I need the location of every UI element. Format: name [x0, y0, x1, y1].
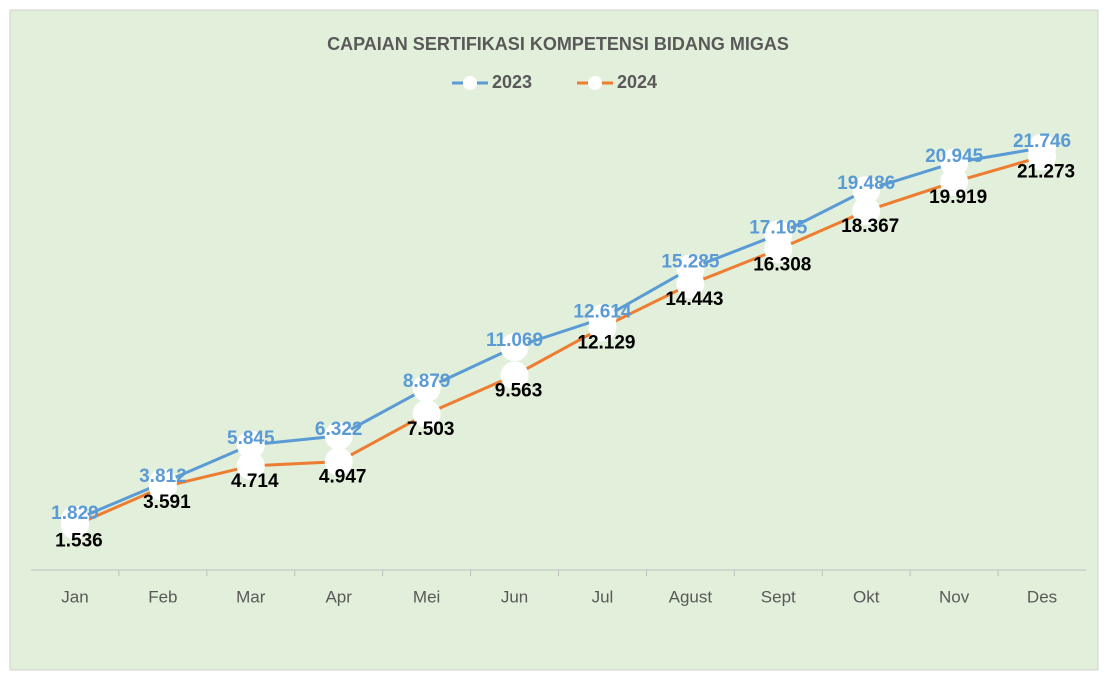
- chart-area: [9, 9, 1099, 671]
- chart-title: CAPAIAN SERTIFIKASI KOMPETENSI BIDANG MI…: [327, 34, 789, 54]
- data-label: 21.273: [1017, 162, 1075, 183]
- marker: [852, 176, 881, 205]
- x-tick-label: Jun: [501, 587, 528, 606]
- data-label: 12.129: [577, 332, 635, 353]
- marker: [500, 333, 529, 362]
- x-tick-label: Mei: [413, 587, 440, 606]
- marker: [764, 235, 793, 264]
- data-label: 7.503: [407, 419, 455, 440]
- marker: [324, 447, 353, 476]
- marker: [588, 313, 617, 342]
- marker: [852, 196, 881, 225]
- data-label: 4.947: [319, 467, 367, 488]
- x-tick-label: Okt: [853, 587, 880, 606]
- data-label: 20.945: [925, 146, 984, 167]
- data-label: 12.614: [573, 301, 632, 322]
- data-label: 18.367: [841, 216, 899, 237]
- x-tick-label: Feb: [148, 587, 177, 606]
- marker: [236, 430, 265, 459]
- data-label: 11.069: [486, 330, 543, 351]
- x-tick-label: Nov: [939, 587, 970, 606]
- marker: [940, 148, 969, 177]
- data-label: 5.845: [227, 428, 275, 449]
- x-tick-label: Mar: [236, 587, 266, 606]
- data-label: 1.536: [55, 530, 103, 551]
- marker: [148, 472, 177, 501]
- x-tick-label: Sept: [761, 587, 796, 606]
- data-label: 21.746: [1013, 131, 1071, 152]
- x-tick-label: Jul: [592, 587, 614, 606]
- data-label: 9.563: [495, 380, 543, 401]
- legend-marker: [463, 76, 477, 90]
- marker: [676, 270, 705, 299]
- data-label: 19.919: [929, 187, 987, 208]
- marker: [236, 451, 265, 480]
- x-tick-label: Des: [1027, 587, 1057, 606]
- data-label: 16.308: [753, 254, 811, 275]
- marker: [324, 421, 353, 450]
- legend-label: 2024: [617, 72, 657, 92]
- legend-marker: [588, 76, 602, 90]
- data-label: 14.443: [665, 289, 723, 310]
- marker: [60, 511, 89, 540]
- legend-label: 2023: [492, 72, 532, 92]
- marker: [1028, 142, 1057, 171]
- x-tick-label: Jan: [61, 587, 88, 606]
- marker: [500, 361, 529, 390]
- marker: [412, 399, 441, 428]
- marker: [940, 167, 969, 196]
- x-tick-label: Agust: [669, 587, 713, 606]
- data-label: 1.829: [51, 503, 99, 524]
- data-label: 17.105: [749, 217, 808, 238]
- data-label: 8.879: [403, 371, 451, 392]
- data-label: 4.714: [231, 471, 279, 492]
- data-label: 15.285: [661, 251, 720, 272]
- data-label: 19.486: [837, 173, 895, 194]
- series-line: [74, 155, 1043, 527]
- data-label: 3.591: [143, 492, 191, 513]
- data-label: 3.812: [139, 466, 187, 487]
- x-tick-label: Apr: [325, 587, 352, 606]
- series-line: [74, 146, 1043, 522]
- data-label: 6.322: [315, 419, 363, 440]
- marker: [412, 374, 441, 403]
